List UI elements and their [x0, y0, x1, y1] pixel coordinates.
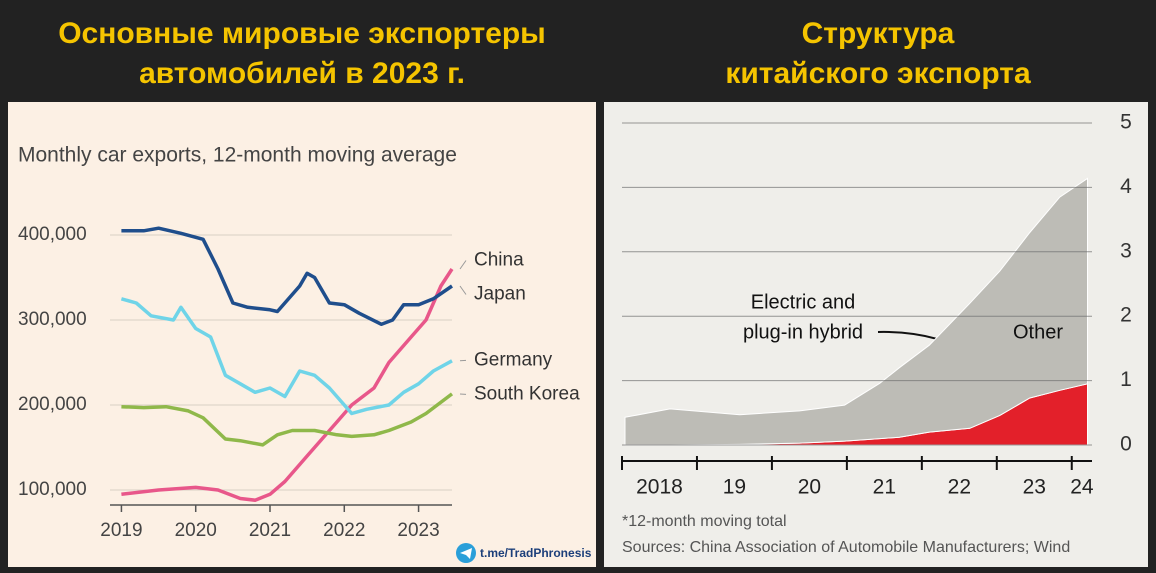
chart-title: Структура: [802, 17, 955, 50]
x-tick-label: 2021: [249, 520, 291, 541]
y-tick-label: 100,000: [18, 479, 87, 500]
chart-title: Основные мировые экспортеры: [58, 17, 546, 50]
source: Sources: China Association of Automobile…: [622, 539, 1070, 556]
chart-title: автомобилей в 2023 г.: [139, 57, 465, 90]
y-tick-label: 5: [1120, 111, 1132, 134]
x-tick-label: 24: [1070, 476, 1094, 499]
series-line: [121, 226, 453, 327]
x-tick-label: 21: [873, 476, 896, 499]
legend-label: South Korea: [474, 383, 580, 404]
series-line: [121, 268, 454, 502]
legend-label: Japan: [474, 284, 526, 305]
area: [624, 177, 1088, 446]
footnote: *12-month moving total: [622, 513, 787, 530]
telegram-plane: [460, 548, 472, 559]
x-tick-label: 2019: [100, 520, 142, 541]
series-line: [121, 392, 454, 447]
watermark: t.me/TradPhronesis: [480, 546, 592, 560]
y-tick-label: 4: [1120, 175, 1132, 198]
y-tick-label: 0: [1120, 433, 1132, 456]
x-tick-label: 23: [1023, 476, 1046, 499]
x-tick-label: 2018: [636, 476, 683, 499]
x-tick-label: 19: [723, 476, 746, 499]
x-tick-label: 2022: [323, 520, 365, 541]
series-line: [120, 297, 453, 416]
legend-label: Germany: [474, 349, 553, 370]
label-connector: [459, 260, 467, 270]
y-tick-label: 400,000: [18, 224, 87, 245]
left-panel: [8, 102, 596, 567]
chart-title: китайского экспорта: [725, 57, 1031, 90]
x-tick-label: 2023: [397, 520, 439, 541]
y-tick-label: 3: [1120, 239, 1132, 262]
subtitle: Monthly car exports, 12-month moving ave…: [18, 144, 457, 167]
x-tick-label: 20: [798, 476, 821, 499]
x-tick-label: 22: [948, 476, 971, 499]
label-connector: [459, 285, 467, 295]
annotation: Other: [1013, 321, 1063, 343]
y-tick-label: 200,000: [18, 394, 87, 415]
annotation: plug-in hybrid: [743, 321, 863, 343]
legend-label: China: [474, 250, 524, 271]
x-tick-label: 2020: [175, 520, 217, 541]
y-tick-label: 300,000: [18, 309, 87, 330]
y-tick-label: 1: [1120, 368, 1132, 391]
y-tick-label: 2: [1120, 304, 1132, 327]
annotation: Electric and: [751, 291, 856, 313]
